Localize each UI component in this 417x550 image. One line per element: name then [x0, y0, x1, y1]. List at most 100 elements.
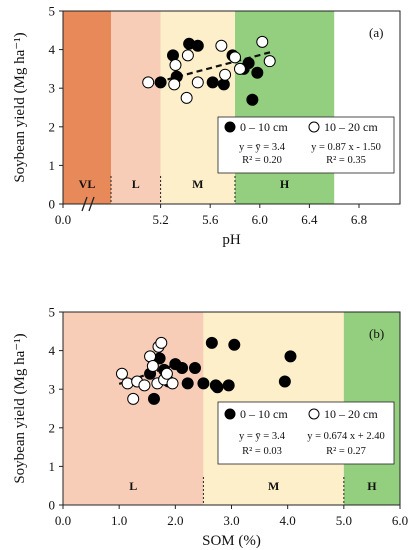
data-point — [121, 377, 134, 390]
data-point — [181, 49, 194, 62]
r-squared-text: R² = 0.35 — [326, 155, 366, 166]
x-tick-label: 5.0 — [336, 513, 352, 528]
data-point — [191, 76, 204, 89]
y-tick-label: 1 — [49, 459, 56, 474]
legend-label: 0 – 10 cm — [240, 407, 288, 421]
legend-marker-0-10cm — [224, 121, 236, 133]
x-tick-label: 3.0 — [223, 513, 239, 528]
y-tick-label: 2 — [49, 119, 56, 134]
data-point — [142, 76, 155, 89]
y-tick-label: 3 — [49, 81, 56, 96]
r-squared-text: R² = 0.27 — [326, 446, 366, 457]
x-tick-label: 1.0 — [111, 513, 127, 528]
zone-label: M — [192, 177, 203, 191]
chart-panel-b: L M H 0 1 2 3 4 5 0.0 1.0 2.0 3.0 4.0 5.0 6.0 SOM (%) Soy… — [12, 305, 408, 550]
data-point — [228, 338, 241, 351]
y-tick-label: 4 — [49, 343, 56, 358]
zone-l-band — [111, 11, 161, 204]
r-squared-text: R² = 0.03 — [242, 446, 282, 457]
x-tick-label: 5.2 — [152, 212, 168, 227]
data-point — [211, 381, 224, 394]
data-point — [233, 62, 246, 75]
legend-marker-10-20cm — [308, 408, 320, 420]
zone-label: M — [268, 479, 279, 493]
data-point — [229, 51, 241, 64]
y-tick-label: 0 — [49, 197, 56, 212]
y-tick-label: 5 — [49, 305, 56, 320]
data-point — [222, 379, 235, 392]
x-tick-label: 0.0 — [55, 513, 71, 528]
zone-label: L — [132, 177, 140, 191]
series-0-10cm — [144, 336, 297, 405]
trendline — [147, 50, 273, 86]
data-point — [168, 78, 181, 91]
x-tick-label: 6.0 — [252, 212, 268, 227]
data-point — [160, 367, 173, 380]
equation-text: y = 0.87 x - 1.50 — [311, 142, 381, 153]
zone-l-band — [63, 312, 204, 505]
data-point — [206, 76, 219, 89]
series-10-20cm — [142, 35, 276, 104]
axis-break-mark — [81, 196, 88, 212]
data-point — [115, 367, 128, 380]
zone-label: L — [129, 479, 137, 493]
x-tick-label: 0.0 — [55, 212, 71, 227]
equation-text: y = ȳ = 3.4 — [239, 431, 286, 442]
legend-label: 0 – 10 cm — [240, 120, 288, 134]
zone-h-band — [235, 11, 335, 204]
data-point — [181, 377, 194, 390]
zone-vl-band — [63, 11, 111, 204]
data-point — [197, 377, 210, 390]
legend-label: 10 – 20 cm — [324, 407, 378, 421]
y-axis-title: Soybean yield (Mg ha⁻¹) — [12, 32, 28, 182]
y-tick-label: 3 — [49, 382, 56, 397]
data-point — [138, 379, 151, 392]
data-point — [246, 93, 259, 106]
equation-text: y = 0.674 x + 2.40 — [307, 431, 384, 442]
data-point — [191, 39, 204, 52]
series-10-20cm — [115, 336, 179, 405]
x-axis-title: SOM (%) — [202, 533, 261, 549]
legend-marker-0-10cm — [224, 408, 236, 420]
x-tick-label: 5.6 — [202, 212, 219, 227]
zone-label: H — [367, 479, 377, 493]
x-tick-label: 6.8 — [351, 212, 367, 227]
y-tick-label: 2 — [49, 420, 56, 435]
data-point — [278, 375, 291, 388]
y-axis-title: Soybean yield (Mg ha⁻¹) — [12, 333, 28, 483]
data-point — [166, 377, 179, 390]
data-point — [127, 392, 140, 405]
y-tick-label: 0 — [49, 498, 56, 513]
x-tick-label: 6.4 — [301, 212, 318, 227]
data-point — [256, 35, 269, 48]
data-point — [154, 76, 167, 89]
data-point — [146, 360, 159, 373]
zone-label: VL — [79, 177, 96, 191]
data-point — [147, 392, 160, 405]
plot-frame — [62, 10, 401, 205]
panel-label: (b) — [369, 326, 384, 341]
data-point — [219, 68, 232, 81]
x-tick-label: 6.0 — [392, 513, 408, 528]
y-tick-label: 4 — [49, 42, 56, 57]
data-point — [251, 66, 264, 79]
data-point — [215, 39, 228, 52]
y-tick-label: 5 — [49, 4, 56, 19]
r-squared-text: R² = 0.20 — [242, 155, 282, 166]
data-point — [188, 361, 201, 374]
legend-marker-10-20cm — [308, 121, 320, 133]
legend-box — [217, 116, 395, 174]
data-point — [176, 361, 189, 374]
data-point — [205, 336, 218, 349]
panel-label: (a) — [369, 25, 383, 40]
data-point — [242, 57, 255, 70]
x-tick-label: 2.0 — [167, 513, 183, 528]
data-point — [284, 350, 297, 363]
data-point — [263, 55, 276, 68]
legend-box — [217, 401, 395, 465]
x-tick-label: 4.0 — [280, 513, 296, 528]
data-point — [155, 336, 168, 349]
chart-panel-a: VL L M H 0 1 2 3 4 5 0.0 5.2 5.6 6.0 6.4 6.8 pH Soybean y… — [12, 4, 401, 248]
axis-break-mark — [88, 196, 95, 212]
